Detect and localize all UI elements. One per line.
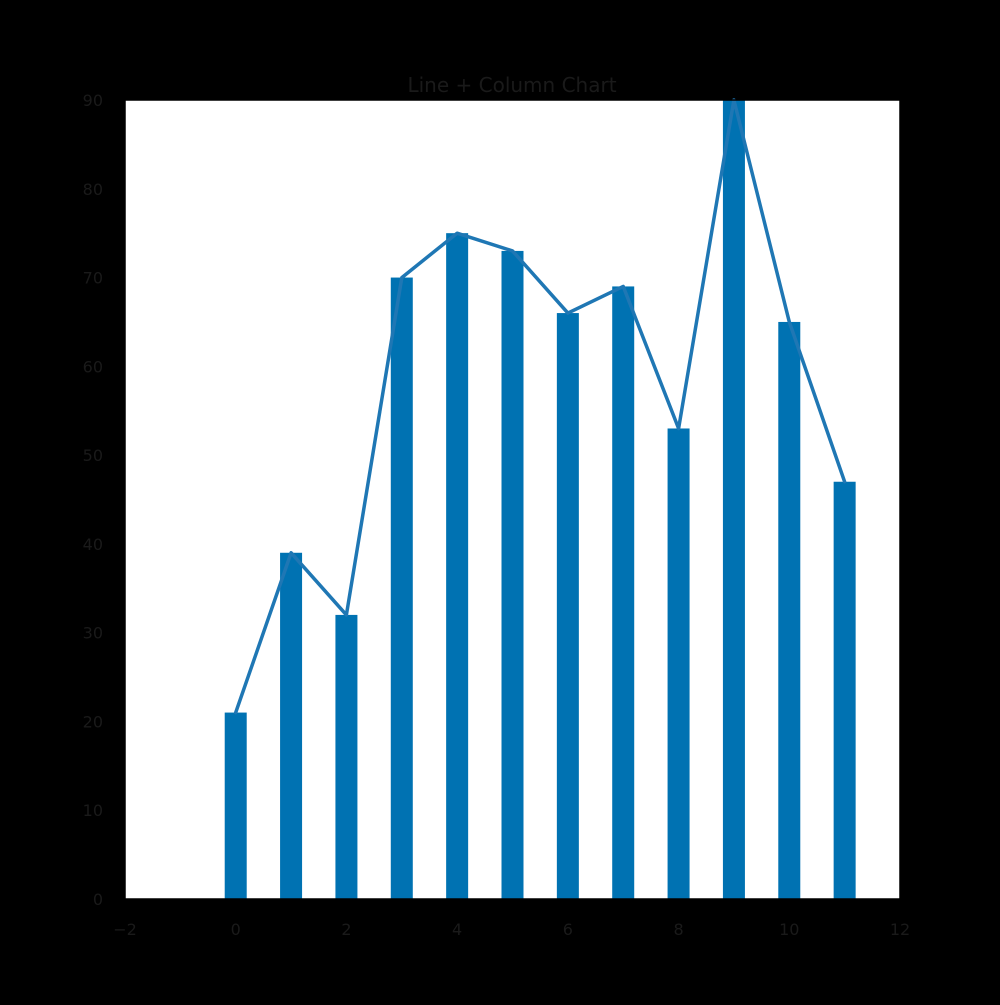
- bar-8: [667, 428, 690, 899]
- y-tick-label: 60: [83, 357, 103, 376]
- y-tick-label: 80: [83, 180, 103, 199]
- bar-1: [280, 552, 303, 899]
- y-tick-label: 30: [83, 624, 103, 643]
- x-tick-label: 12: [890, 920, 910, 939]
- chart-title: Line + Column Chart: [407, 73, 616, 97]
- y-tick-label: 40: [83, 535, 103, 554]
- x-tick-label: 10: [779, 920, 799, 939]
- bar-4: [446, 233, 469, 899]
- bar-9: [722, 100, 745, 899]
- bar-10: [778, 321, 801, 899]
- y-tick-label: 10: [83, 801, 103, 820]
- x-tick-label: 2: [341, 920, 351, 939]
- y-tick-label: 0: [93, 890, 103, 909]
- bar-11: [833, 481, 856, 899]
- bar-7: [612, 286, 635, 899]
- bar-6: [556, 313, 579, 900]
- x-tick-label: 4: [452, 920, 462, 939]
- series-line: [233, 98, 847, 715]
- x-tick-label: 6: [563, 920, 573, 939]
- y-tick-label: 70: [83, 269, 103, 288]
- y-tick-label: 90: [83, 91, 103, 110]
- y-tick-label: 20: [83, 712, 103, 731]
- bar-2: [335, 614, 358, 899]
- x-tick-label: 8: [673, 920, 683, 939]
- x-tick-label: 0: [231, 920, 241, 939]
- plot-frame: [124, 99, 901, 900]
- y-tick-label: 50: [83, 446, 103, 465]
- bar-5: [501, 250, 524, 899]
- bar-0: [224, 712, 247, 899]
- x-tick-label: −2: [113, 920, 137, 939]
- bar-3: [390, 277, 413, 899]
